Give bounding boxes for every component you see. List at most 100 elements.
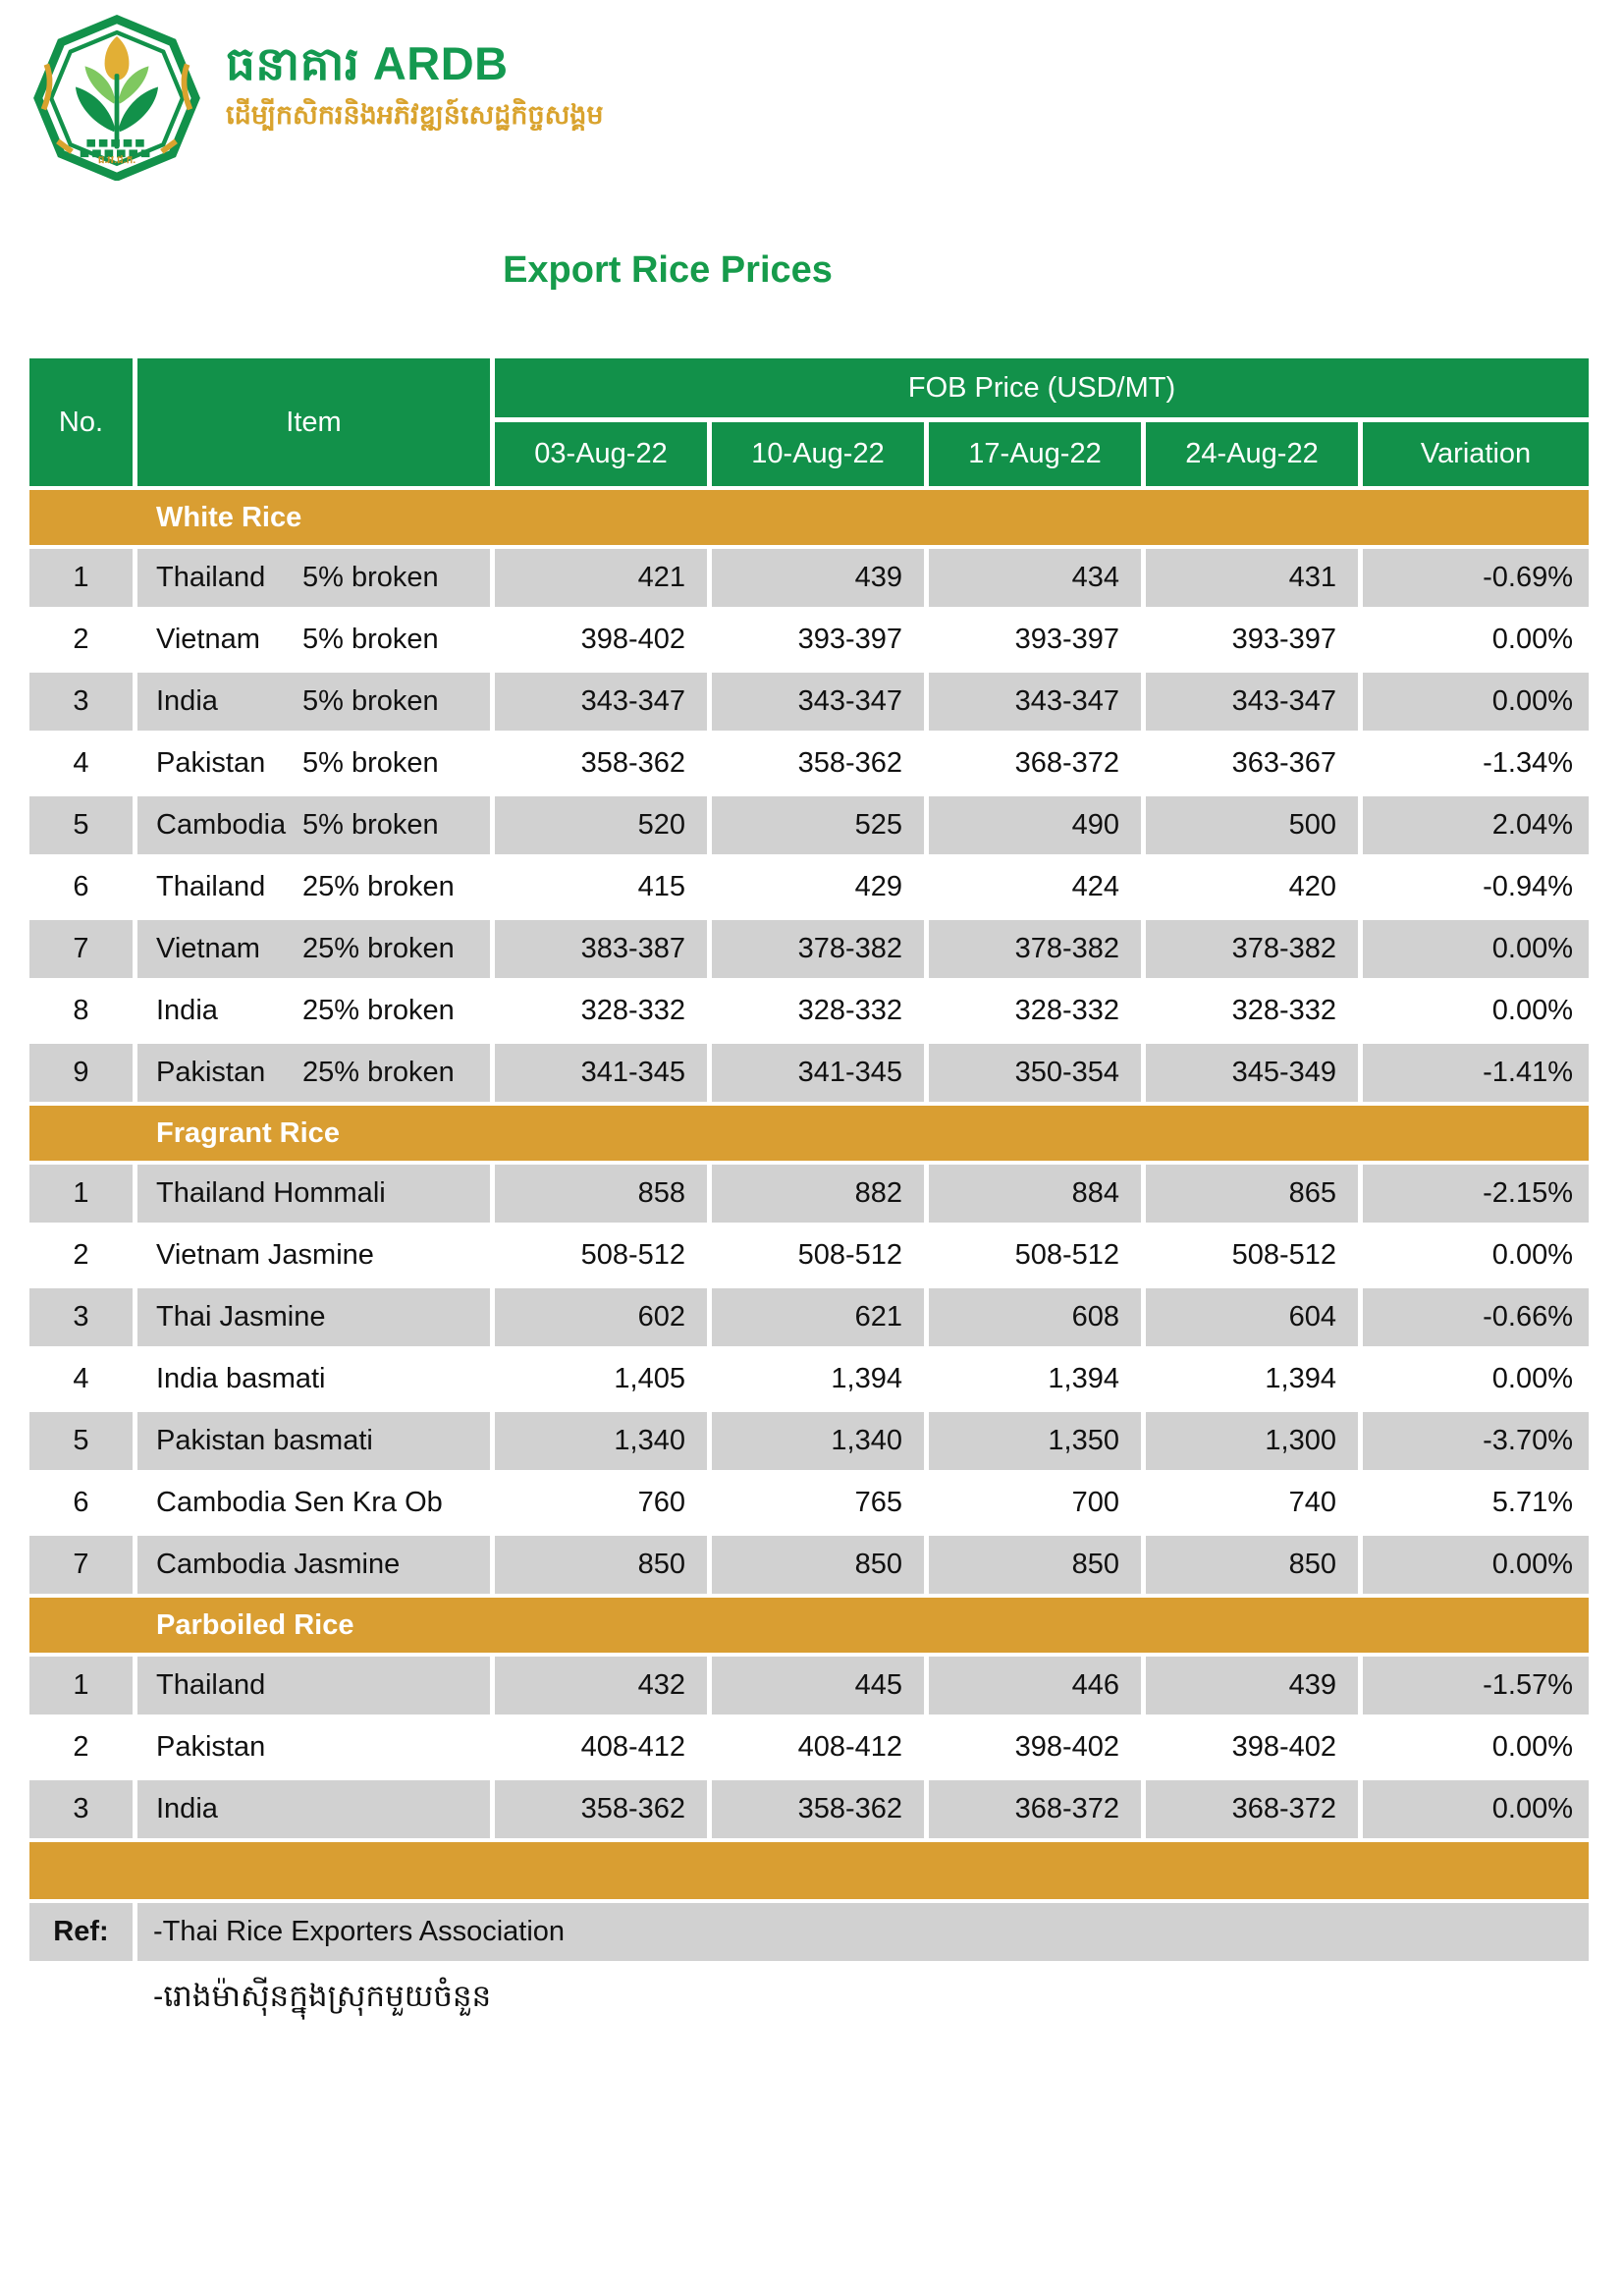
price-cell: 490 [929,796,1146,854]
table-row: 6 Thailand 25% broken 415 429 424 420 -0.94% [29,858,1589,916]
note-spacer-cell [29,1965,137,2034]
price-cell: 431 [1146,549,1363,607]
row-number-cell: 8 [29,982,137,1040]
price-cell: 341-345 [712,1044,929,1102]
price-cell: 865 [1146,1165,1363,1223]
table-row: 1 Thailand Hommali 858 882 884 865 -2.15% [29,1165,1589,1223]
price-cell: 368-372 [929,735,1146,792]
price-cell: 383-387 [495,920,712,978]
item-spec: 5% broken [302,562,439,593]
variation-cell: 0.00% [1363,1536,1589,1594]
price-cell: 424 [929,858,1146,916]
item-cell: Vietnam Jasmine [137,1226,495,1284]
logo-leaf-lower-left [75,86,116,133]
price-cell: 328-332 [495,982,712,1040]
row-number-cell: 7 [29,920,137,978]
price-cell: 420 [1146,858,1363,916]
rice-price-table: No. Item FOB Price (USD/MT) 03-Aug-22 10-… [29,358,1589,2034]
item-name: India [156,685,218,717]
ref-label: Ref: [29,1903,137,1961]
table-row: 8 India 25% broken 328-332 328-332 328-332 328… [29,982,1589,1040]
item-cell: Thailand [137,1657,495,1714]
row-number-cell: 6 [29,1474,137,1532]
price-cell: 884 [929,1165,1146,1223]
price-cell: 1,405 [495,1350,712,1408]
price-cell: 765 [712,1474,929,1532]
variation-cell: 0.00% [1363,611,1589,669]
variation-cell: 5.71% [1363,1474,1589,1532]
item-cell: Vietnam 25% broken [137,920,495,978]
price-cell: 378-382 [929,920,1146,978]
table-row: 1 Thailand 432 445 446 439 -1.57% [29,1657,1589,1714]
row-number-cell: 4 [29,735,137,792]
logo-stem [114,74,120,149]
fob-price-header: FOB Price (USD/MT) [495,358,1589,422]
row-number-cell: 4 [29,1350,137,1408]
price-cell: 1,350 [929,1412,1146,1470]
row-number-cell: 2 [29,611,137,669]
date-column-header: 03-Aug-22 [495,422,712,486]
item-cell: Pakistan [137,1718,495,1776]
logo-leaf-lower-right [118,86,159,133]
table-row: 6 Cambodia Sen Kra Ob 760 765 700 740 5.71% [29,1474,1589,1532]
price-cell: 345-349 [1146,1044,1363,1102]
variation-cell: 0.00% [1363,1350,1589,1408]
table-row: 2 Pakistan 408-412 408-412 398-402 398-402 0.0… [29,1718,1589,1776]
section-title: Parboiled Rice [156,1608,354,1641]
price-cell: 1,340 [712,1412,929,1470]
price-cell: 429 [712,858,929,916]
price-cell: 1,340 [495,1412,712,1470]
item-name: Thailand [156,1669,266,1701]
date-column-header: 10-Aug-22 [712,422,929,486]
section-header-parboiled-rice: Parboiled Rice [29,1598,1589,1653]
logo-abbr-text: ធ.អ.ជ.ក. [98,154,135,166]
item-spec: 25% broken [302,871,455,902]
variation-cell: 0.00% [1363,673,1589,731]
variation-cell: -0.94% [1363,858,1589,916]
item-cell: Thailand Hommali [137,1165,495,1223]
price-cell: 328-332 [712,982,929,1040]
item-cell: Pakistan 5% broken [137,735,495,792]
row-number-cell: 3 [29,673,137,731]
price-cell: 508-512 [1146,1226,1363,1284]
item-spec: 5% broken [302,809,439,841]
item-spec: 25% broken [302,933,455,964]
item-name: India [156,995,218,1026]
price-cell: 434 [929,549,1146,607]
ref-note-khmer: -រោងម៉ាស៊ីនក្នុងស្រុកមួយចំនួន [137,1965,1589,2034]
item-cell: India [137,1780,495,1838]
table-row: 3 Thai Jasmine 602 621 608 604 -0.66% [29,1288,1589,1346]
item-cell: Cambodia 5% broken [137,796,495,854]
price-cell: 363-367 [1146,735,1363,792]
no-column-header: No. [29,358,137,486]
price-cell: 621 [712,1288,929,1346]
row-number-cell: 1 [29,1657,137,1714]
brand-text: ធនាគារ ARDB ដើម្បីកសិករនិងអភិវឌ្ឍន៍សេដ្ឋ… [226,12,604,137]
row-number-cell: 3 [29,1288,137,1346]
row-number-cell: 9 [29,1044,137,1102]
price-cell: 368-372 [929,1780,1146,1838]
price-cell: 508-512 [712,1226,929,1284]
item-column-header: Item [137,358,495,486]
logo-rice-grain [104,35,130,81]
item-spec: 5% broken [302,624,439,655]
price-cell: 602 [495,1288,712,1346]
price-cell: 358-362 [712,1780,929,1838]
price-cell: 398-402 [1146,1718,1363,1776]
variation-cell: 2.04% [1363,796,1589,854]
item-cell: Cambodia Jasmine [137,1536,495,1594]
item-name: Vietnam Jasmine [156,1239,374,1271]
price-cell: 1,300 [1146,1412,1363,1470]
item-cell: Pakistan basmati [137,1412,495,1470]
table-row: 4 Pakistan 5% broken 358-362 358-362 368-372 3… [29,735,1589,792]
price-cell: 850 [712,1536,929,1594]
variation-cell: 0.00% [1363,920,1589,978]
logo-leaf-upper-left [84,66,116,104]
logo-gold-sprig-left [40,63,53,111]
price-cell: 608 [929,1288,1146,1346]
logo-field-checker [80,138,150,158]
price-cell: 378-382 [1146,920,1363,978]
price-cell: 760 [495,1474,712,1532]
item-name: Pakistan [156,1731,266,1763]
price-cell: 343-347 [712,673,929,731]
